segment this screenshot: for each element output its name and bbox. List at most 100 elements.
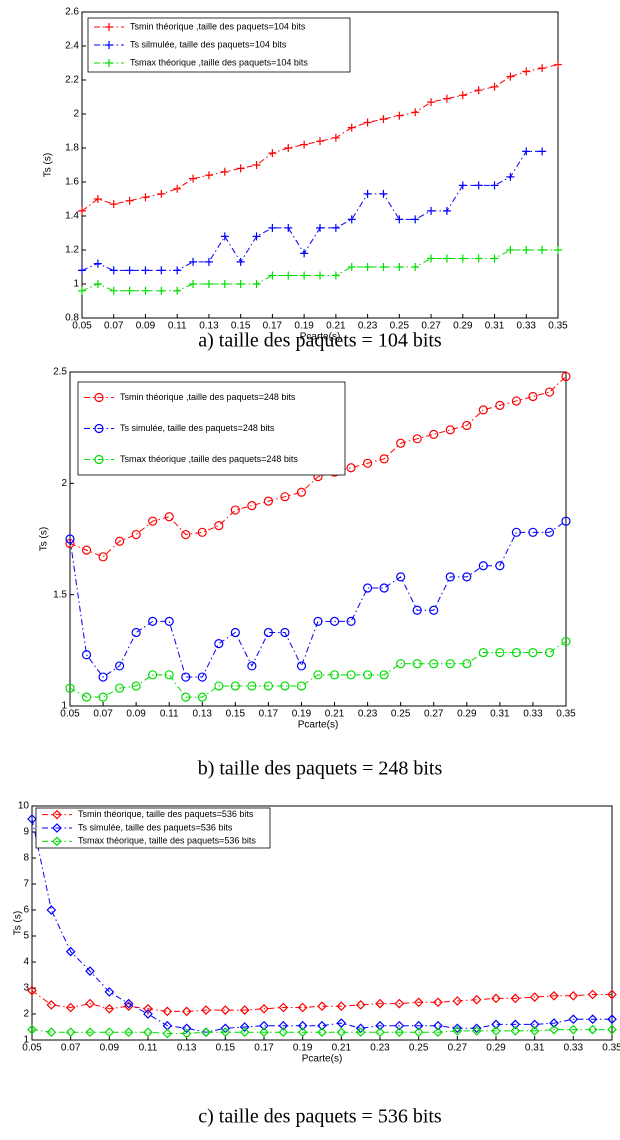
x-tick-label: 0.33 <box>517 321 537 332</box>
data-point <box>197 527 207 537</box>
data-point <box>395 263 404 271</box>
data-point <box>162 1028 173 1039</box>
caption: a) taille des paquets = 104 bits <box>198 330 442 352</box>
legend-label: Tsmax théorique ,taille des paquets=104 … <box>130 57 308 67</box>
data-point <box>259 1027 269 1038</box>
data-point <box>141 193 150 202</box>
data-point <box>471 1026 482 1036</box>
data-point <box>445 659 455 669</box>
y-tick-label: 0.8 <box>65 313 79 324</box>
data-point <box>396 572 406 582</box>
data-point <box>458 181 467 190</box>
data-point <box>355 1000 366 1010</box>
data-point <box>607 1024 617 1035</box>
data-point <box>445 572 455 582</box>
data-point <box>331 133 340 142</box>
data-point <box>347 263 356 271</box>
data-point <box>220 167 229 176</box>
data-point <box>239 1027 250 1038</box>
legend-label: Tsmin théorique ,taille des paquets=248 … <box>120 392 296 402</box>
x-tick-label: 0.31 <box>525 1043 545 1054</box>
data-point <box>93 259 102 268</box>
data-point <box>510 1026 521 1036</box>
data-point <box>363 118 372 127</box>
data-point <box>85 966 95 976</box>
data-point <box>336 1018 347 1028</box>
data-point <box>162 1006 173 1017</box>
x-tick-label: 0.29 <box>453 321 473 332</box>
data-point <box>510 993 521 1004</box>
data-point <box>78 206 86 215</box>
data-point <box>143 1003 153 1014</box>
data-point <box>411 263 420 271</box>
data-point <box>478 405 488 415</box>
data-point <box>363 189 372 198</box>
data-point <box>317 1001 327 1012</box>
data-point <box>78 266 86 275</box>
data-point <box>81 692 92 702</box>
x-tick-label: 0.15 <box>226 709 246 720</box>
x-tick-label: 0.17 <box>254 1043 274 1054</box>
x-tick-label: 0.13 <box>199 321 219 332</box>
data-point <box>363 263 372 271</box>
x-tick-label: 0.07 <box>93 709 113 720</box>
data-point <box>148 670 158 680</box>
y-tick-label: 1 <box>73 279 79 290</box>
data-point <box>46 1027 57 1038</box>
y-tick-label: 2 <box>23 1009 29 1020</box>
data-point <box>65 1002 76 1013</box>
data-point <box>442 206 451 215</box>
data-point <box>462 659 472 669</box>
caption: b) taille des paquets = 248 bits <box>198 758 443 780</box>
legend-label: Ts silmulée, taille des paquets=104 bits <box>130 39 287 49</box>
data-point <box>495 647 505 658</box>
legend-label: Tsmax théorique ,taille des paquets=248 … <box>120 454 298 464</box>
data-point <box>252 280 261 288</box>
data-point <box>413 1027 424 1038</box>
x-tick-label: 0.11 <box>168 321 187 332</box>
data-point <box>148 516 158 526</box>
data-point <box>181 1006 192 1017</box>
data-point <box>141 286 150 295</box>
data-point <box>549 1024 559 1035</box>
data-point <box>125 286 134 295</box>
x-tick-label: 0.25 <box>391 709 411 720</box>
y-tick-label: 2.6 <box>65 7 79 18</box>
x-tick-label: 0.09 <box>100 1043 120 1054</box>
data-point <box>411 108 420 117</box>
legend-marker <box>94 392 104 403</box>
data-point <box>104 987 115 997</box>
data-point <box>490 181 499 190</box>
legend-label: Ts simulée, taille des paquets=536 bits <box>78 822 233 832</box>
x-tick-label: 0.17 <box>263 321 283 332</box>
data-point <box>607 989 617 1000</box>
data-point <box>529 1019 540 1030</box>
data-point <box>413 1020 424 1031</box>
data-point <box>214 681 224 691</box>
data-point <box>363 458 373 468</box>
data-point <box>491 1026 501 1036</box>
data-point <box>331 223 340 232</box>
data-point <box>220 280 229 288</box>
caption: c) taille des paquets = 536 bits <box>198 1106 442 1128</box>
data-point <box>297 1027 308 1038</box>
data-point <box>104 1027 115 1038</box>
data-point <box>220 1027 231 1038</box>
data-point <box>490 82 499 91</box>
y-tick-label: 2.4 <box>65 41 79 52</box>
data-point <box>284 271 293 280</box>
data-point <box>538 64 547 73</box>
data-point <box>125 196 134 205</box>
data-point <box>561 516 571 526</box>
data-point <box>495 561 505 571</box>
x-tick-label: 0.19 <box>293 1043 313 1054</box>
data-point <box>336 1001 347 1012</box>
data-point <box>452 1023 463 1034</box>
x-tick-label: 0.35 <box>556 709 576 720</box>
data-point <box>98 552 108 562</box>
data-point <box>316 271 324 280</box>
y-tick-label: 1 <box>61 701 67 712</box>
y-tick-label: 2 <box>73 109 79 120</box>
data-point <box>544 647 555 658</box>
series-line <box>31 1029 612 1034</box>
